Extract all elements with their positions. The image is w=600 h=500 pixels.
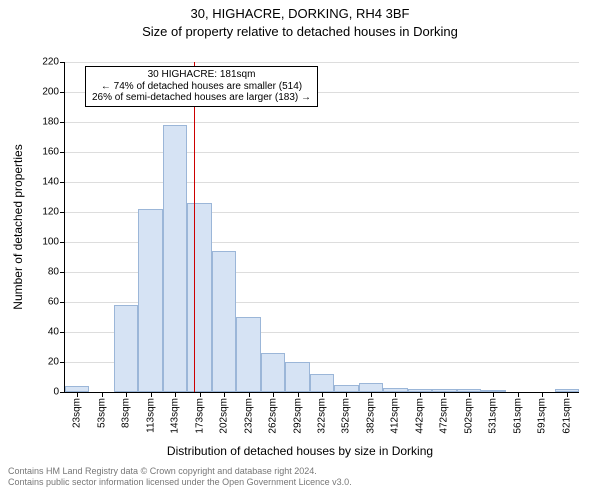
histogram-bar	[359, 383, 383, 392]
ytick-mark	[60, 362, 65, 363]
xtick-mark	[395, 392, 396, 397]
gridline-h	[65, 122, 579, 123]
xtick-label: 202sqm	[219, 398, 230, 434]
xtick-label: 591sqm	[537, 398, 548, 434]
xtick-label: 292sqm	[292, 398, 303, 434]
histogram-bar	[163, 125, 187, 392]
xtick-label: 412sqm	[390, 398, 401, 434]
credits-text: Contains HM Land Registry data © Crown c…	[8, 466, 352, 488]
xtick-mark	[224, 392, 225, 397]
gridline-h	[65, 152, 579, 153]
histogram-bar	[310, 374, 334, 392]
xtick-mark	[273, 392, 274, 397]
xtick-mark	[518, 392, 519, 397]
xtick-label: 143sqm	[170, 398, 181, 434]
ytick-mark	[60, 182, 65, 183]
ytick-mark	[60, 212, 65, 213]
xtick-label: 322sqm	[317, 398, 328, 434]
xtick-mark	[126, 392, 127, 397]
xtick-mark	[371, 392, 372, 397]
xtick-label: 23sqm	[72, 398, 83, 428]
xtick-label: 442sqm	[414, 398, 425, 434]
histogram-bar	[285, 362, 309, 392]
xtick-mark	[298, 392, 299, 397]
ytick-mark	[60, 302, 65, 303]
histogram-bar	[114, 305, 138, 392]
histogram-bar	[261, 353, 285, 392]
xtick-mark	[175, 392, 176, 397]
xtick-label: 53sqm	[96, 398, 107, 428]
xtick-mark	[200, 392, 201, 397]
xtick-label: 113sqm	[145, 398, 156, 433]
xtick-mark	[77, 392, 78, 397]
xtick-mark	[444, 392, 445, 397]
ytick-mark	[60, 122, 65, 123]
xtick-label: 173sqm	[194, 398, 205, 434]
histogram-bar	[334, 385, 358, 393]
xtick-label: 83sqm	[121, 398, 132, 428]
xtick-mark	[469, 392, 470, 397]
xtick-mark	[322, 392, 323, 397]
reference-annotation-box: 30 HIGHACRE: 181sqm← 74% of detached hou…	[85, 66, 318, 107]
page-title-subtitle: Size of property relative to detached ho…	[0, 24, 600, 39]
xtick-mark	[102, 392, 103, 397]
xtick-mark	[151, 392, 152, 397]
xtick-mark	[249, 392, 250, 397]
ytick-mark	[60, 242, 65, 243]
gridline-h	[65, 62, 579, 63]
xtick-mark	[542, 392, 543, 397]
xtick-label: 352sqm	[341, 398, 352, 434]
xtick-label: 502sqm	[463, 398, 474, 434]
xtick-label: 262sqm	[268, 398, 279, 434]
histogram-bar	[236, 317, 260, 392]
xtick-label: 531sqm	[488, 398, 499, 434]
xtick-label: 382sqm	[365, 398, 376, 434]
xtick-label: 232sqm	[243, 398, 254, 434]
chart-plot-area: 30 HIGHACRE: 181sqm← 74% of detached hou…	[64, 62, 579, 393]
xtick-mark	[346, 392, 347, 397]
xtick-label: 561sqm	[512, 398, 523, 434]
ytick-mark	[60, 92, 65, 93]
ytick-mark	[60, 392, 65, 393]
xtick-mark	[420, 392, 421, 397]
reference-line	[194, 62, 195, 392]
histogram-bar	[187, 203, 211, 392]
histogram-bar	[138, 209, 162, 392]
page-title-address: 30, HIGHACRE, DORKING, RH4 3BF	[0, 6, 600, 21]
ytick-mark	[60, 62, 65, 63]
xtick-mark	[567, 392, 568, 397]
xtick-label: 621sqm	[561, 398, 572, 434]
x-axis-label: Distribution of detached houses by size …	[0, 444, 600, 458]
xtick-label: 472sqm	[439, 398, 450, 434]
gridline-h	[65, 182, 579, 183]
y-axis-label: Number of detached properties	[11, 144, 25, 309]
ytick-mark	[60, 272, 65, 273]
ytick-mark	[60, 332, 65, 333]
histogram-bar	[212, 251, 236, 392]
xtick-mark	[493, 392, 494, 397]
ytick-mark	[60, 152, 65, 153]
